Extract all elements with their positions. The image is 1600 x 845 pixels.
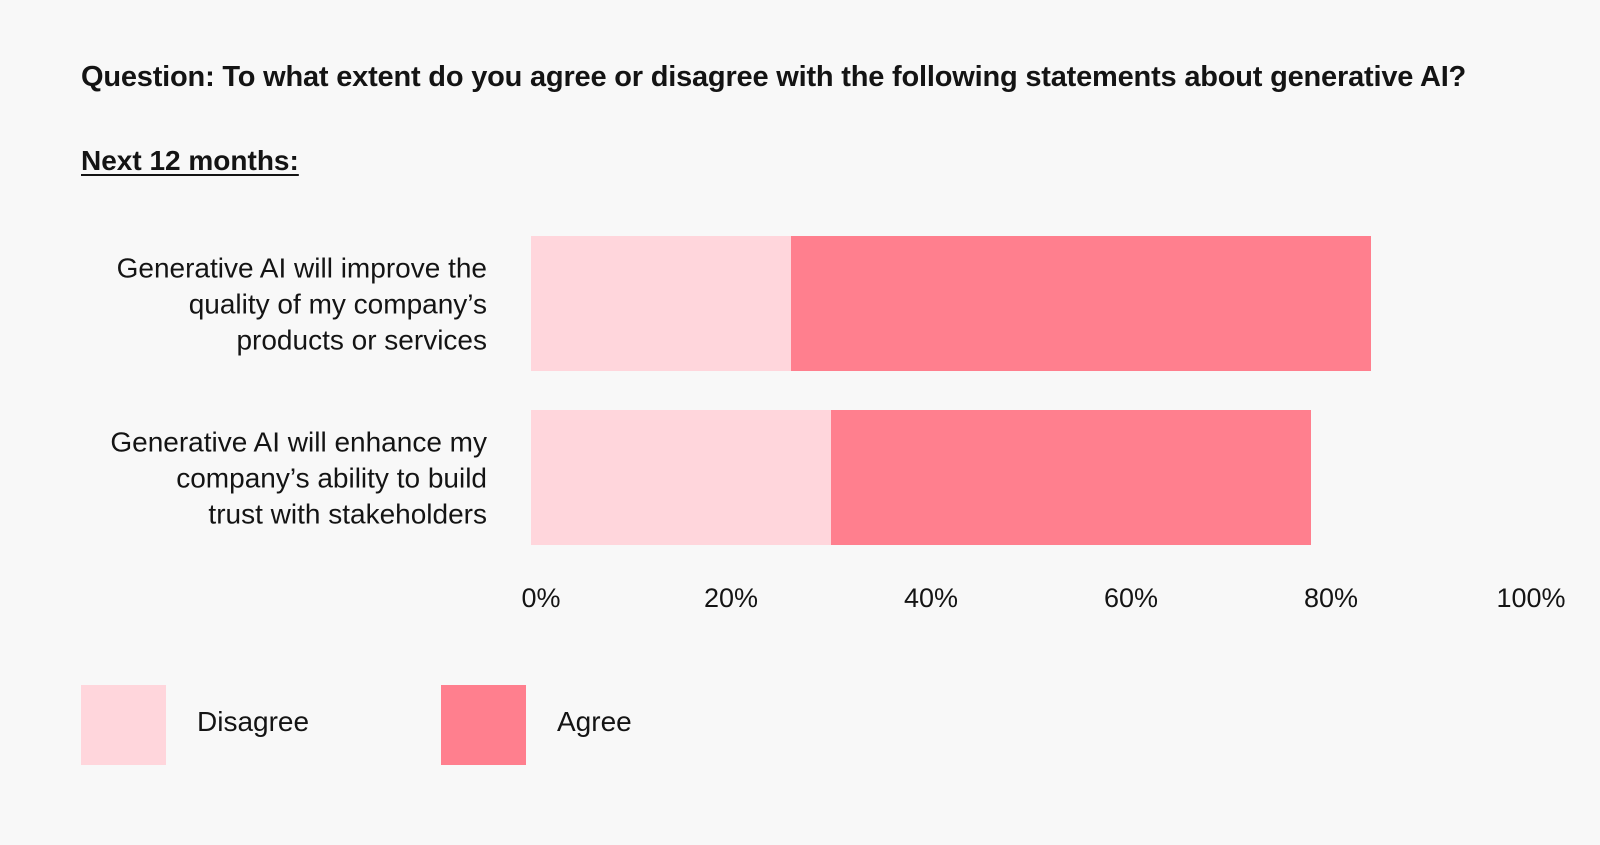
bar-disagree-2 [531,410,831,545]
x-tick-label-80: 80% [1304,583,1358,613]
x-tick-label-40: 40% [904,583,958,613]
x-tick-label-100: 100% [1496,583,1565,613]
bar-agree-1 [791,236,1371,371]
section-heading: Next 12 months: [81,145,299,176]
bar-disagree-1 [531,236,791,371]
bar-agree-2 [831,410,1311,545]
category-label-1: Generative AI will improve the quality of… [117,253,487,356]
category-label-2: Generative AI will enhance my company’s a… [110,427,487,530]
question-title: Question: To what extent do you agree or… [81,61,1467,93]
legend-swatch-agree [441,685,526,765]
bars-group [531,236,1371,545]
category-labels-group: Generative AI will improve the quality of… [110,253,487,530]
x-tick-label-60: 60% [1104,583,1158,613]
legend-swatch-disagree [81,685,166,765]
x-tick-label-20: 20% [704,583,758,613]
legend-label-disagree: Disagree [197,706,310,737]
legend-label-agree: Agree [557,706,632,737]
x-axis-ticks-group: 0% 20% 40% 60% 80% 100% [521,583,1565,613]
x-tick-label-0: 0% [521,583,560,613]
